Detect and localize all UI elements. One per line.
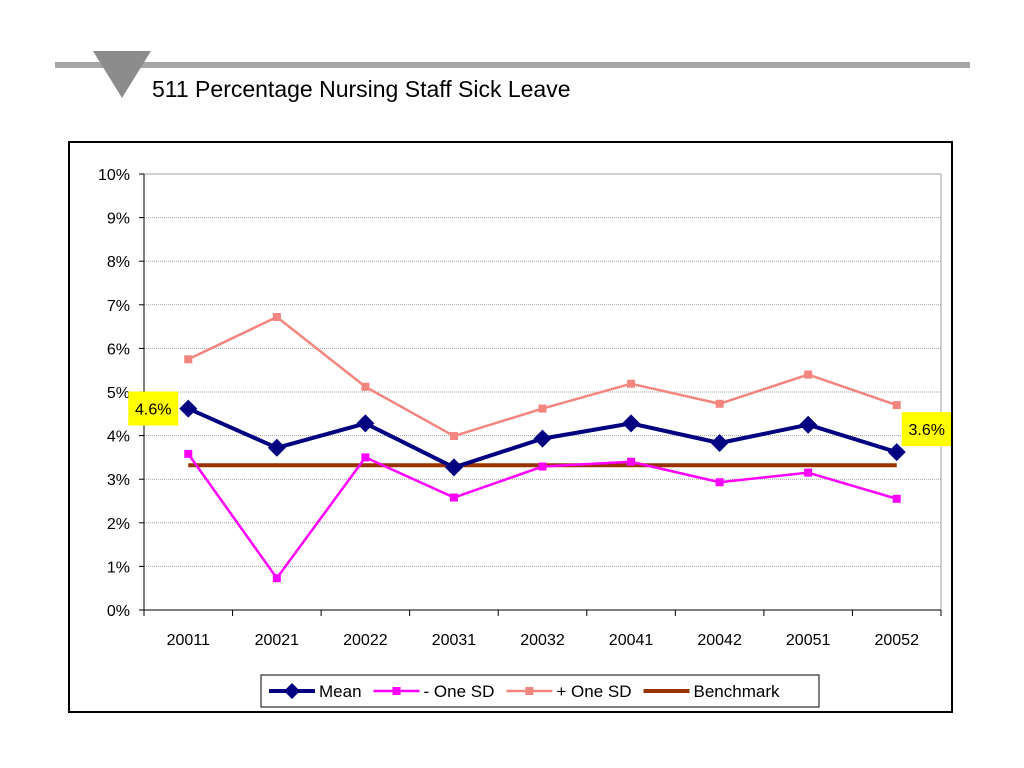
y-tick-label: 0% xyxy=(107,603,130,620)
header-triangle-icon xyxy=(93,51,151,98)
data-label-box xyxy=(901,412,951,447)
data-label-box xyxy=(128,391,179,426)
chart-frame: 0% 1% 2% 3% 4% 5% 6% 7% 8% 9% 10% 20011 20021 20022 20… xyxy=(68,141,953,713)
y-tick-label: 5% xyxy=(107,385,130,402)
x-tick-label: 20021 xyxy=(255,632,300,649)
data-point xyxy=(361,382,370,391)
data-point xyxy=(179,399,198,418)
legend-label: - One SD xyxy=(424,682,495,701)
x-tick-label: 20041 xyxy=(609,632,654,649)
data-point xyxy=(715,399,724,408)
legend-label: Mean xyxy=(319,682,362,701)
x-tick-label: 20011 xyxy=(167,632,210,649)
data-label: 4.6% xyxy=(135,402,171,419)
data-point xyxy=(804,370,813,379)
x-tick-label: 20042 xyxy=(697,632,742,649)
data-point xyxy=(361,453,370,462)
x-tick-label: 20022 xyxy=(343,632,388,649)
y-tick-label: 10% xyxy=(98,167,130,184)
data-point xyxy=(799,415,818,434)
data-point xyxy=(892,494,901,503)
legend-label: Benchmark xyxy=(694,682,780,701)
y-tick-label: 7% xyxy=(107,298,130,315)
series-line xyxy=(187,315,898,438)
data-point xyxy=(887,443,906,462)
data-point xyxy=(267,438,286,457)
data-point xyxy=(622,414,641,433)
data-point xyxy=(627,379,636,388)
data-point xyxy=(715,478,724,487)
legend-marker xyxy=(392,687,401,695)
data-point xyxy=(538,404,547,413)
series-line xyxy=(187,453,898,580)
data-point xyxy=(710,434,729,453)
slide-title: 511 Percentage Nursing Staff Sick Leave xyxy=(152,76,571,102)
data-point xyxy=(184,355,193,364)
data-point xyxy=(184,449,193,458)
data-point xyxy=(449,493,458,502)
data-point xyxy=(533,429,552,448)
data-point xyxy=(538,462,547,471)
x-tick-label: 20052 xyxy=(874,632,919,649)
y-tick-label: 6% xyxy=(107,341,130,358)
data-point xyxy=(892,401,901,410)
data-point xyxy=(627,457,636,466)
data-point xyxy=(272,313,281,322)
x-tick-label: 20051 xyxy=(786,632,831,649)
line-chart: 0% 1% 2% 3% 4% 5% 6% 7% 8% 9% 10% 20011 20021 20022 20… xyxy=(98,167,951,708)
data-point xyxy=(444,458,463,477)
data-point xyxy=(449,432,458,441)
data-point xyxy=(356,414,375,433)
legend-marker xyxy=(525,687,534,695)
y-tick-label: 8% xyxy=(107,254,130,271)
legend-marker xyxy=(284,683,300,699)
data-point xyxy=(272,574,281,583)
y-tick-label: 4% xyxy=(107,429,130,446)
legend-label: + One SD xyxy=(556,682,631,701)
y-tick-label: 9% xyxy=(107,211,130,228)
x-tick-label: 20032 xyxy=(520,632,565,649)
data-point xyxy=(804,468,813,477)
y-tick-label: 2% xyxy=(107,516,130,533)
data-label: 3.6% xyxy=(908,422,944,439)
x-tick-label: 20031 xyxy=(432,632,477,649)
header-bar xyxy=(55,62,970,68)
y-tick-label: 1% xyxy=(107,559,130,576)
y-tick-label: 3% xyxy=(107,472,130,489)
